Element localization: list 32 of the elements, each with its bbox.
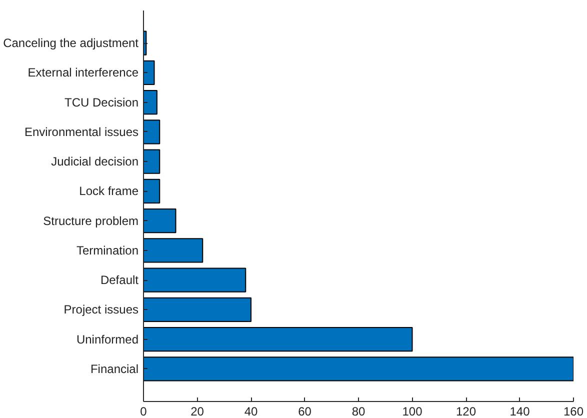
bar: [144, 120, 160, 144]
bar: [144, 326, 413, 352]
bar: [144, 149, 160, 174]
y-tick-label: Uninformed: [76, 332, 139, 346]
x-tick-label: 60: [298, 404, 312, 418]
x-tick-label: 160: [563, 404, 584, 418]
x-tick-label: 20: [190, 404, 204, 418]
x-tick-label: 140: [510, 404, 530, 418]
y-tick-label: Canceling the adjustment: [3, 36, 140, 50]
x-tick-label: 120: [456, 404, 476, 418]
x-tick-label: 0: [140, 404, 148, 418]
bar: [144, 238, 204, 263]
bar: [144, 297, 252, 322]
y-tick-label: TCU Decision: [64, 95, 138, 110]
y-tick-label: Lock frame: [79, 184, 139, 198]
x-tick-label: 80: [352, 404, 366, 418]
y-tick-label: Default: [100, 273, 140, 288]
bar: [144, 60, 155, 86]
x-tick-label: 100: [402, 404, 423, 418]
bar: [144, 90, 158, 115]
y-tick-label: Financial: [90, 362, 139, 376]
bar: [144, 178, 160, 204]
y-tick-label: Environmental issues: [24, 124, 139, 139]
bar: [144, 356, 574, 382]
x-tick-label: 40: [244, 404, 258, 418]
bar: [144, 268, 246, 292]
y-tick-label: Termination: [76, 243, 139, 258]
y-tick-label: Structure problem: [43, 214, 139, 228]
y-tick-label: Judicial decision: [51, 154, 139, 169]
bar: [144, 208, 176, 234]
y-tick-label: External interference: [28, 66, 139, 80]
y-tick-label: Project issues: [64, 302, 139, 317]
